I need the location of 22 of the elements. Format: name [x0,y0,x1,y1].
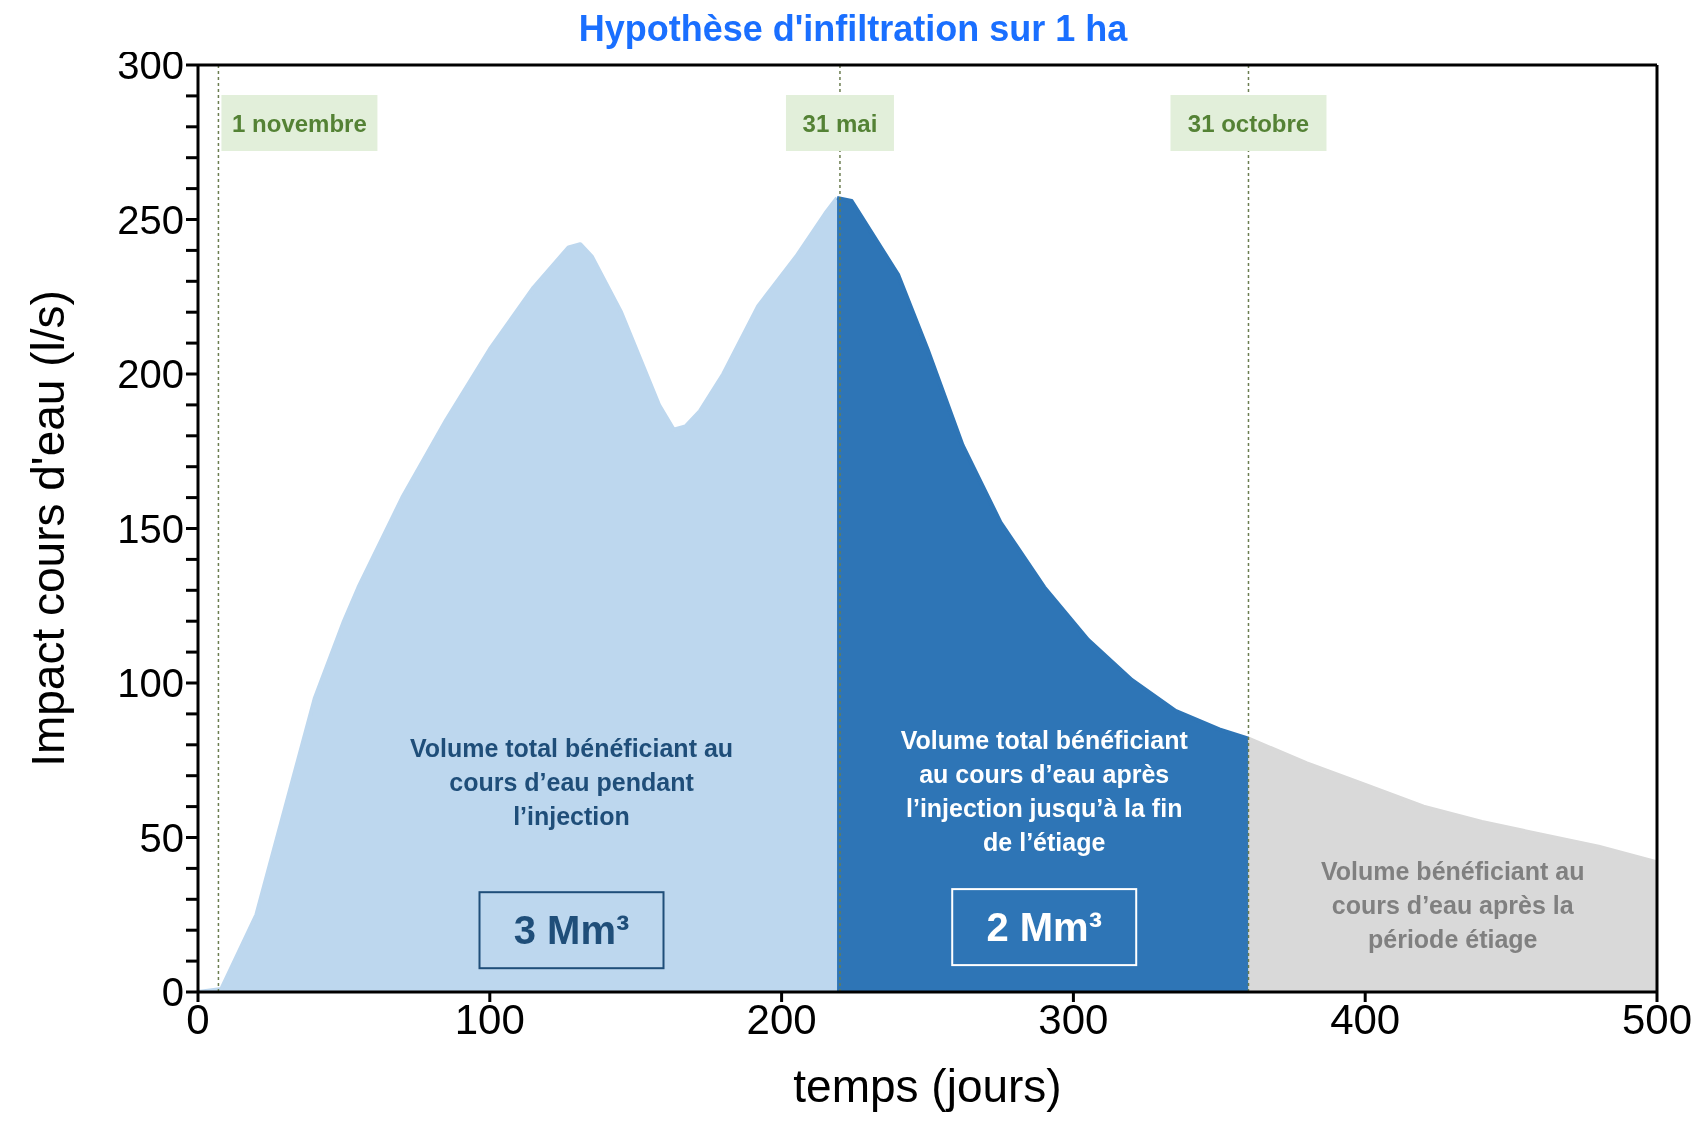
chart-title: Hypothèse d'infiltration sur 1 ha [578,8,1128,49]
ref-line-label: 1 novembre [232,109,367,137]
annotation: Volume total bénéficiant au cours d’eau après l’injection jusqu’à la fin de l’étiage [900,726,1189,857]
x-tick-label: 300 [1038,995,1109,1043]
x-tick-label: 200 [746,995,817,1043]
x-tick-label: 400 [1330,995,1401,1043]
y-tick-label: 150 [117,506,184,551]
ref-line-label: 31 mai [802,109,878,137]
y-tick-label: 50 [139,815,184,860]
annotation: Volume total bénéficiant au cours d’eau pendant l’injection [409,733,734,830]
y-tick-label: 300 [117,43,184,88]
y-axis-title: Impact cours d'eau (l/s) [22,290,75,767]
annotation: 3 Mm³ [513,908,630,953]
y-tick-label: 200 [117,352,184,397]
y-tick-label: 100 [117,661,184,706]
x-tick-label: 500 [1621,995,1693,1043]
annotation: Volume bénéficiant au cours d’eau après la période étiage [1321,857,1585,954]
x-tick-label: 100 [454,995,525,1043]
annotation: 2 Mm³ [986,905,1103,950]
x-axis-title: temps (jours) [793,1060,1062,1112]
ref-line-label: 31 octobre [1187,109,1310,137]
y-tick-label: 250 [117,197,184,242]
